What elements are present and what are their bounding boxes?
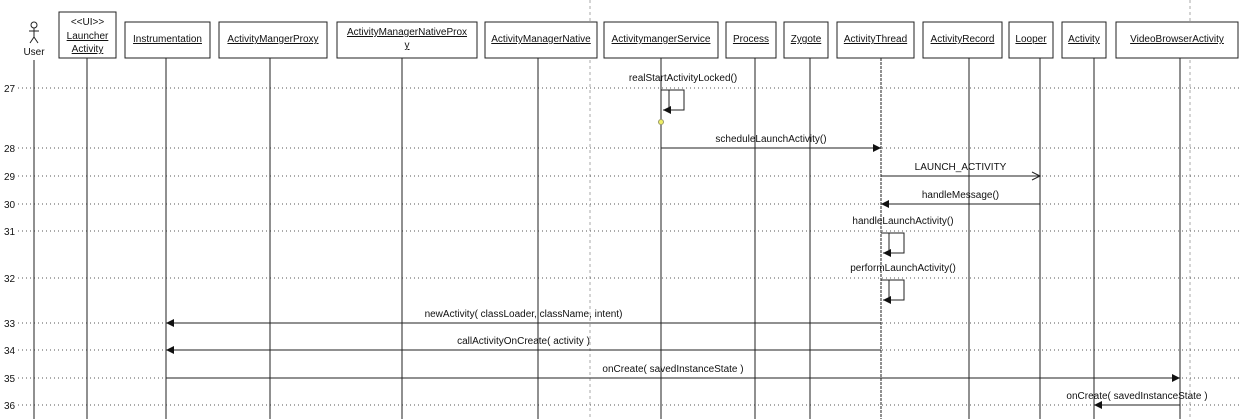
participant-name: ActivityMangerProxy bbox=[227, 34, 318, 45]
participant-record: ActivityRecord bbox=[922, 21, 1003, 59]
arrowhead-icon bbox=[166, 346, 174, 354]
stick-figure-body bbox=[29, 28, 39, 44]
arrowhead-icon bbox=[883, 296, 891, 304]
participant-name: VideoBrowserActivity bbox=[1130, 34, 1224, 45]
arrowhead-icon bbox=[166, 319, 174, 327]
participant-instrumentation: Instrumentation bbox=[124, 21, 211, 59]
participant-name: ActivityManagerNative bbox=[491, 34, 591, 45]
participant-name: Process bbox=[733, 34, 769, 45]
participant-box bbox=[1115, 21, 1239, 59]
participant-process: Process bbox=[725, 21, 777, 59]
row-number-label: 31 bbox=[4, 227, 16, 238]
message-label: handleMessage() bbox=[922, 190, 999, 201]
participant-box bbox=[725, 21, 777, 59]
arrowhead-icon bbox=[883, 249, 891, 257]
row-number-label: 34 bbox=[4, 346, 16, 357]
stick-figure-icon bbox=[30, 21, 38, 29]
message-label: LAUNCH_ACTIVITY bbox=[915, 162, 1007, 173]
row-number-label: 35 bbox=[4, 374, 16, 385]
message-label: onCreate( savedInstanceState ) bbox=[1066, 391, 1207, 402]
participant-launcher: <<UI>> Launcher Activity bbox=[58, 11, 117, 59]
participant-nativeproxy: ActivityManagerNativeProx y bbox=[336, 21, 478, 59]
participant-box bbox=[783, 21, 829, 59]
participant-box bbox=[1008, 21, 1054, 59]
participant-box bbox=[1061, 21, 1107, 59]
participant-name: Launcher bbox=[67, 31, 109, 42]
participant-box bbox=[603, 21, 719, 59]
participant-proxy: ActivityMangerProxy bbox=[218, 21, 328, 59]
participant-name: y bbox=[405, 40, 410, 51]
message-label: onCreate( savedInstanceState ) bbox=[602, 364, 743, 375]
participant-service: ActivitymangerService bbox=[603, 21, 719, 59]
row-number-label: 30 bbox=[4, 200, 16, 211]
message-label: realStartActivityLocked() bbox=[629, 73, 737, 84]
participant-name: ActivitymangerService bbox=[612, 34, 711, 45]
stereotype-label: <<UI>> bbox=[71, 17, 105, 28]
open-arrowhead-icon bbox=[1031, 171, 1042, 181]
participant-name: Instrumentation bbox=[133, 34, 202, 45]
message-label: callActivityOnCreate( activity ) bbox=[457, 336, 590, 347]
message-label: handleLaunchActivity() bbox=[852, 216, 953, 227]
participant-zygote: Zygote bbox=[783, 21, 829, 59]
participant-looper: Looper bbox=[1008, 21, 1054, 59]
row-number-label: 29 bbox=[4, 172, 16, 183]
participant-box bbox=[484, 21, 598, 59]
row-number-label: 28 bbox=[4, 144, 16, 155]
self-message-line bbox=[661, 89, 685, 111]
participant-box bbox=[336, 21, 478, 59]
participant-name: ActivityRecord bbox=[931, 34, 995, 45]
participant-name: Zygote bbox=[791, 34, 822, 45]
arrowhead-icon bbox=[663, 106, 671, 114]
actor-label: User bbox=[23, 47, 45, 58]
row-number-label: 33 bbox=[4, 319, 16, 330]
message-label: scheduleLaunchActivity() bbox=[715, 134, 826, 145]
participant-name: ActivityManagerNativeProx bbox=[347, 27, 467, 38]
participant-name: Activity bbox=[72, 44, 104, 55]
arrowhead-icon bbox=[1172, 374, 1180, 382]
row-number-label: 36 bbox=[4, 401, 16, 412]
arrowhead-icon bbox=[873, 144, 881, 152]
row-number-label: 32 bbox=[4, 274, 16, 285]
participant-name: ActivityThread bbox=[844, 34, 907, 45]
self-message-line bbox=[881, 232, 905, 254]
self-message-line bbox=[881, 279, 905, 301]
arrowhead-icon bbox=[1094, 401, 1102, 409]
actor-user: User bbox=[23, 21, 45, 58]
arrowhead-icon bbox=[881, 200, 889, 208]
participant-videobrowser: VideoBrowserActivity bbox=[1115, 21, 1239, 59]
participant-box bbox=[124, 21, 211, 59]
participant-box bbox=[218, 21, 328, 59]
participant-box bbox=[58, 11, 117, 59]
participant-name: Activity bbox=[1068, 34, 1100, 45]
participant-native: ActivityManagerNative bbox=[484, 21, 598, 59]
participant-activity: Activity bbox=[1061, 21, 1107, 59]
row-number-label: 27 bbox=[4, 84, 16, 95]
participant-thread: ActivityThread bbox=[836, 21, 915, 59]
message-label: newActivity( classLoader, className, int… bbox=[425, 309, 623, 320]
state-marker-icon bbox=[658, 119, 664, 125]
participant-name: Looper bbox=[1015, 34, 1047, 45]
message-label: performLaunchActivity() bbox=[850, 263, 956, 274]
participant-box bbox=[836, 21, 915, 59]
participant-box bbox=[922, 21, 1003, 59]
